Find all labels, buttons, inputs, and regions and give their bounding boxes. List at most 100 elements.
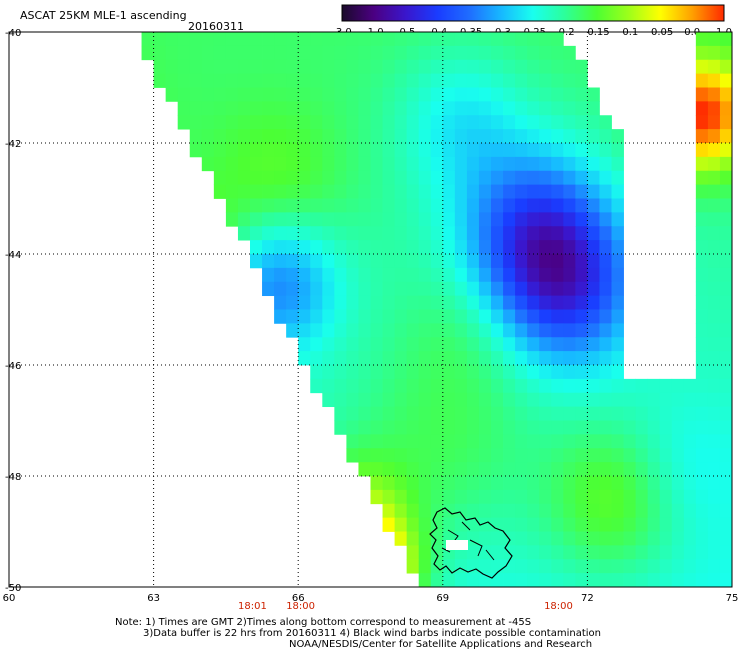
swath-cell — [563, 143, 576, 158]
swath-cell — [442, 129, 456, 144]
y-tick-label: -44 — [5, 250, 21, 261]
swath-cell — [466, 240, 480, 255]
swath-cell — [418, 517, 432, 532]
swath-cell — [286, 170, 299, 186]
swath-cell — [599, 545, 612, 560]
swath-cell — [442, 184, 456, 199]
swath-cell — [406, 434, 420, 449]
swath-cell — [539, 378, 552, 394]
swath-cell — [527, 406, 540, 421]
swath-cell — [394, 434, 408, 449]
swath-cell — [515, 323, 528, 338]
swath-cell — [707, 351, 721, 366]
swath-cell — [250, 184, 263, 199]
swath-cell — [695, 143, 709, 158]
swath-cell — [478, 87, 492, 102]
swath-cell — [503, 101, 516, 116]
swath-cell — [466, 32, 480, 47]
swath-cell — [647, 420, 661, 435]
swath-cell — [551, 254, 564, 269]
swath-cell — [322, 351, 335, 366]
swath-cell — [310, 59, 323, 75]
swath-cell — [707, 212, 721, 227]
swath-cell — [466, 59, 480, 75]
swath-cell — [189, 115, 203, 130]
swath-cell — [466, 406, 480, 421]
swath-cell — [551, 59, 564, 75]
swath-cell — [418, 378, 432, 394]
swath-cell — [382, 254, 395, 269]
swath-cell — [346, 59, 359, 75]
swath-cell — [515, 489, 528, 505]
swath-cell — [430, 101, 444, 116]
swath-cell — [599, 365, 612, 380]
swath-cell — [430, 448, 444, 463]
swath-cell — [695, 115, 709, 130]
swath-cell — [298, 351, 311, 366]
swath-cell — [539, 226, 552, 241]
swath-cell — [213, 184, 227, 199]
swath-cell — [358, 73, 371, 88]
swath-cell — [659, 545, 673, 560]
swath-cell — [659, 476, 673, 491]
swath-cell — [707, 489, 721, 505]
swath-cell — [370, 476, 383, 491]
swath-cell — [659, 420, 673, 435]
swath-cell — [430, 503, 444, 519]
swath-cell — [454, 240, 468, 255]
swath-cell — [394, 267, 408, 283]
swath-cell — [491, 45, 504, 61]
swath-cell — [250, 254, 263, 269]
swath-cell — [346, 198, 359, 213]
swath-cell — [177, 87, 191, 102]
swath-cell — [394, 295, 408, 310]
swath-cell — [430, 365, 444, 380]
swath-cell — [695, 489, 709, 505]
swath-cell — [527, 45, 540, 61]
swath-cell — [695, 531, 709, 546]
swath-cell — [551, 351, 564, 366]
swath-cell — [454, 184, 468, 199]
swath-cell — [503, 489, 516, 505]
swath-cell — [201, 87, 215, 102]
swath-cell — [213, 45, 227, 61]
swath-cell — [563, 545, 576, 560]
swath-cell — [406, 143, 420, 158]
swath-cell — [189, 129, 203, 144]
swath-cell — [527, 517, 540, 532]
swath-cell — [563, 559, 576, 574]
swath-cell — [225, 184, 239, 199]
swath-cell — [587, 545, 600, 560]
swath-cell — [358, 351, 371, 366]
swath-cell — [539, 573, 552, 587]
swath-cell — [503, 73, 516, 88]
y-axis: -40 -42 -44 -46 -48 -50 — [5, 28, 21, 594]
swath-cell — [201, 129, 215, 144]
swath-cell — [406, 73, 420, 88]
swath-cell — [587, 559, 600, 574]
swath-cell — [683, 559, 697, 574]
swath-cell — [671, 420, 685, 435]
swath-cell — [382, 240, 395, 255]
swath-cell — [346, 365, 359, 380]
swath-cell — [382, 73, 395, 88]
swath-cell — [539, 240, 552, 255]
swath-cell — [430, 156, 444, 172]
swath-cell — [382, 156, 395, 172]
swath-cell — [575, 406, 588, 421]
swath-cell — [382, 198, 395, 213]
swath-cell — [491, 170, 504, 186]
swath-heatmap — [141, 32, 732, 587]
swath-cell — [394, 462, 408, 477]
swath-cell — [515, 198, 528, 213]
swath-cell — [491, 240, 504, 255]
swath-cell — [563, 365, 576, 380]
swath-cell — [599, 129, 612, 144]
swath-cell — [466, 184, 480, 199]
swath-cell — [599, 170, 612, 186]
swath-cell — [382, 143, 395, 158]
swath-cell — [274, 212, 287, 227]
swath-cell — [370, 226, 383, 241]
swath-cell — [515, 115, 528, 130]
swath-cell — [695, 281, 709, 297]
